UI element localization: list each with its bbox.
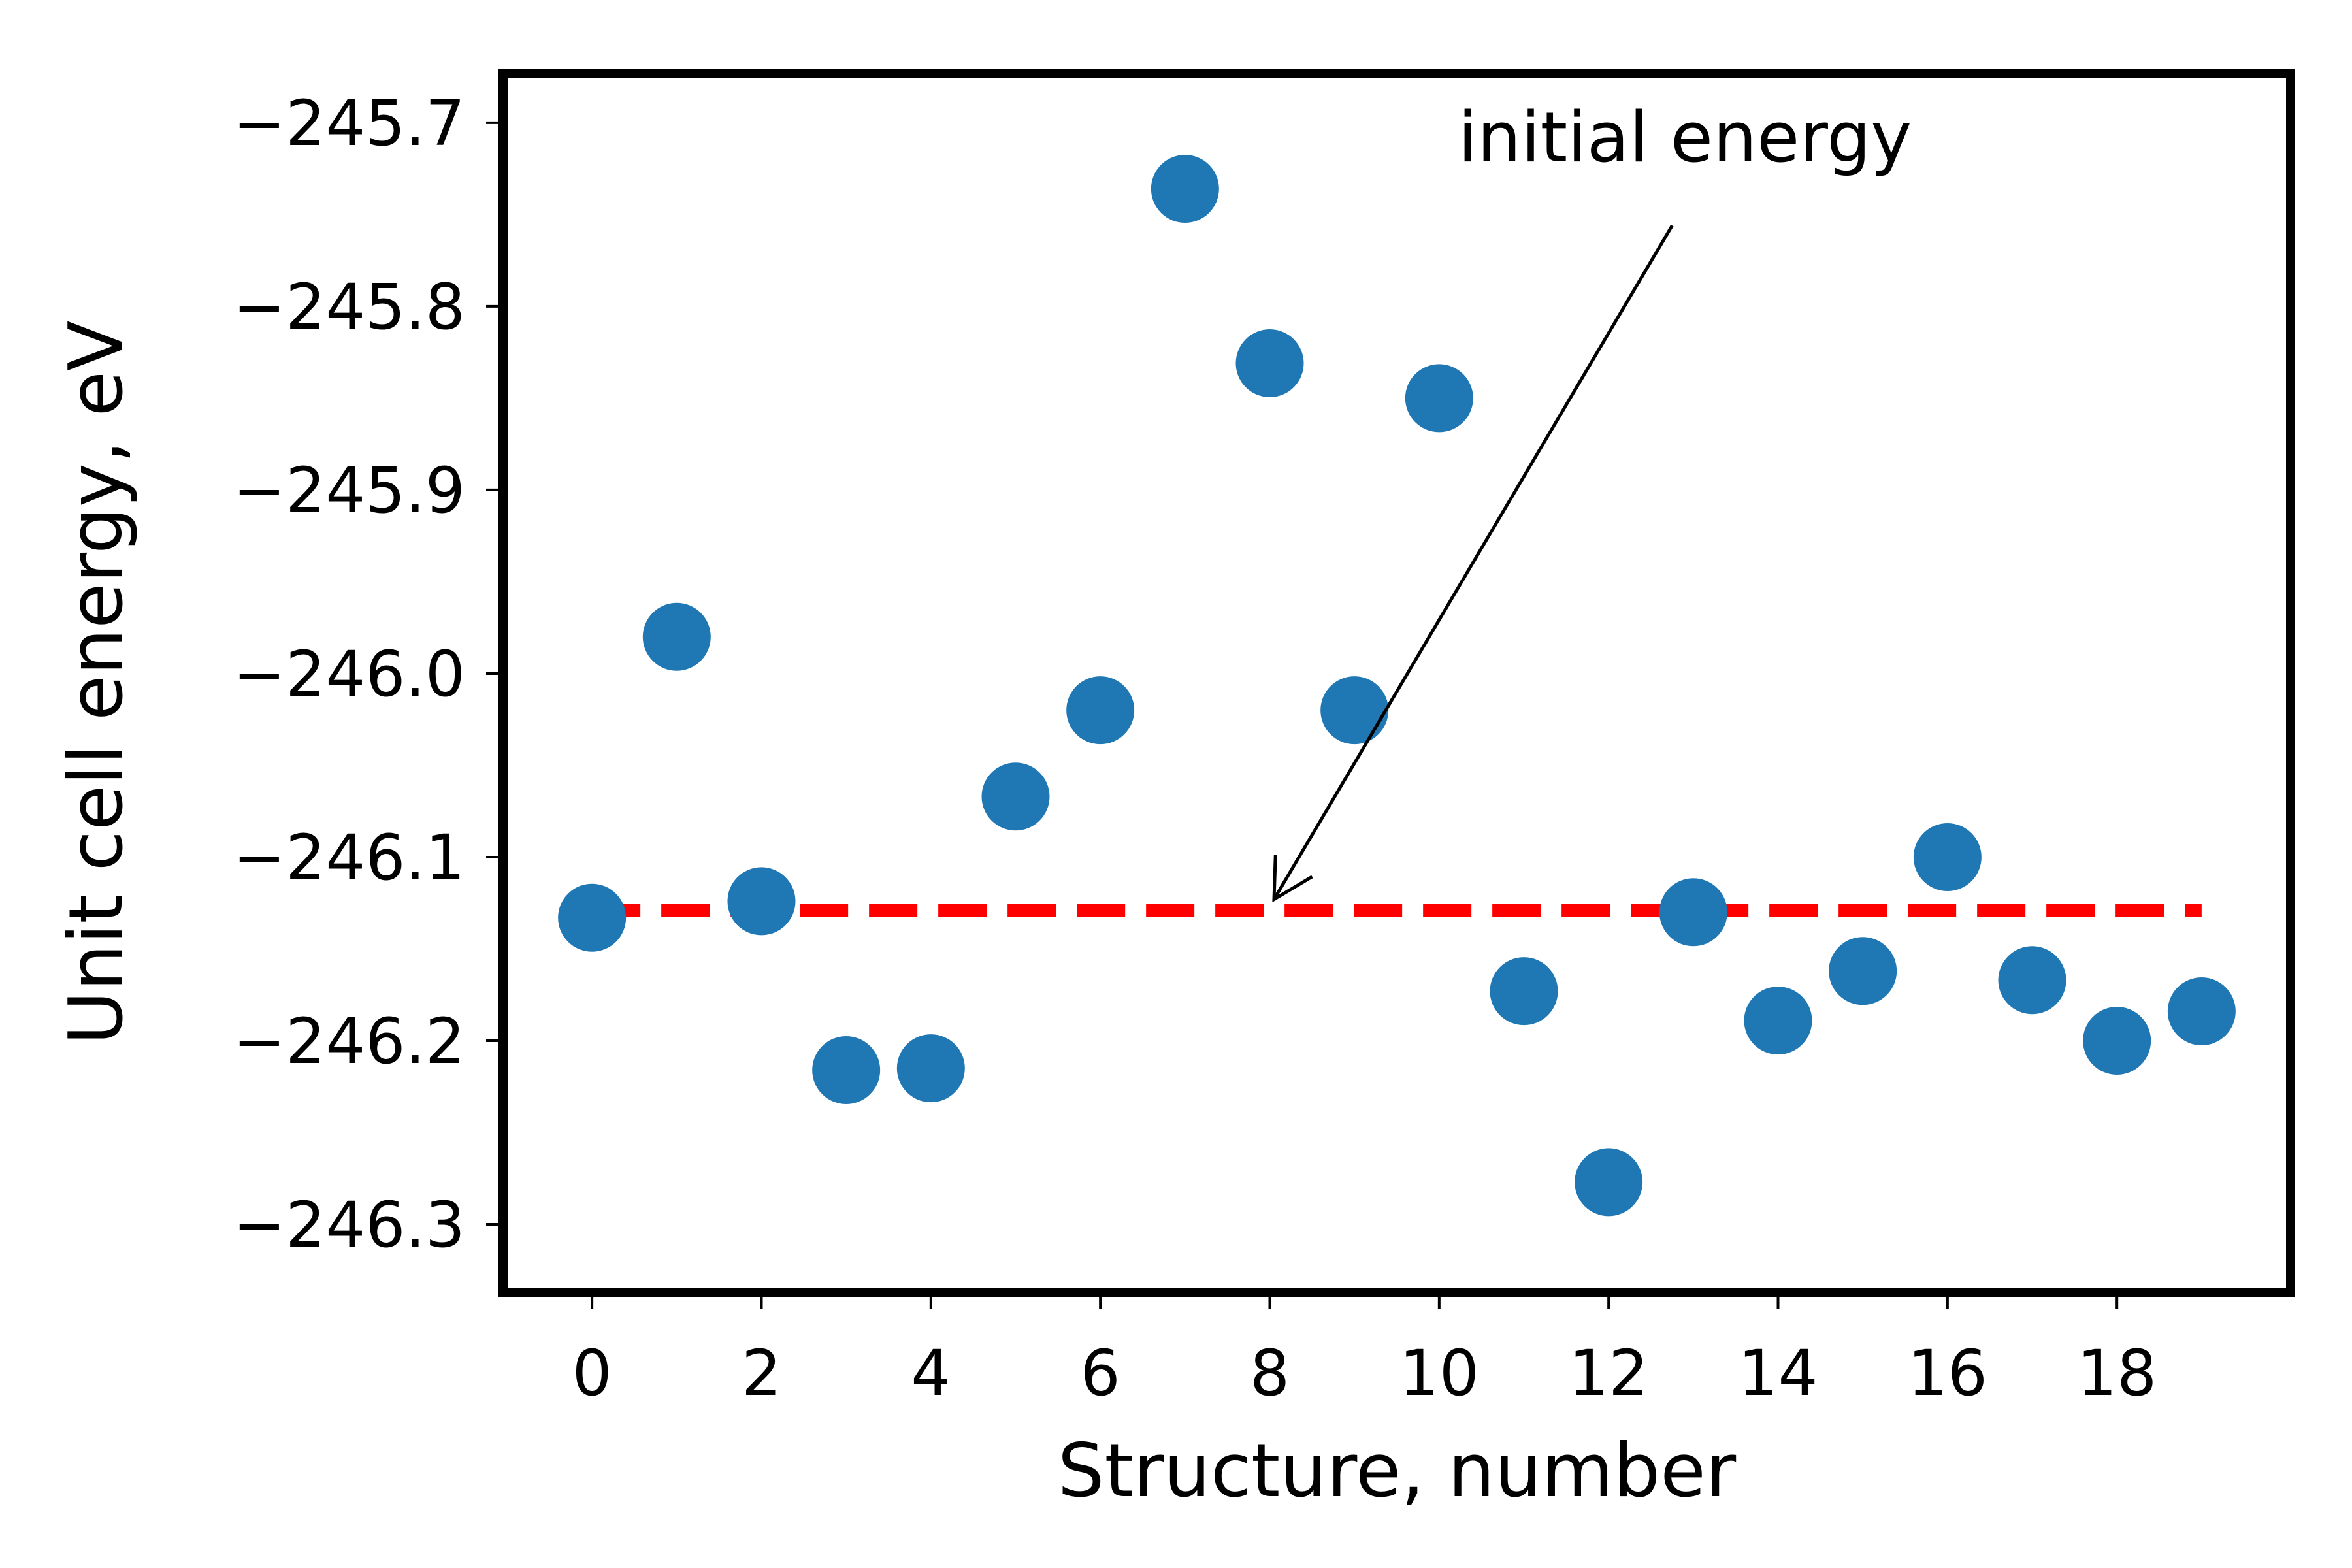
data-point [1998,946,2066,1015]
data-point [642,602,711,671]
data-point [1575,1148,1643,1217]
y-tick-label: −246.0 [233,638,465,711]
y-tick-label: −246.1 [233,821,465,894]
data-point [1913,823,1982,891]
y-tick-label: −245.9 [233,454,465,527]
x-axis-label: Structure, number [1058,1428,1737,1514]
data-point [812,1036,881,1104]
annotation-arrow-head [1272,855,1313,903]
data-point [2083,1006,2151,1075]
data-point [558,883,627,952]
data-point [1066,676,1135,745]
y-axis-ticks: −245.7 −245.8 −245.9 −246.0 −246.1 −246.2 −246… [233,87,498,1262]
data-point [2167,977,2236,1046]
x-tick-label: 6 [1081,1337,1120,1410]
x-tick-label: 0 [572,1337,612,1410]
x-tick-label: 4 [911,1337,951,1410]
x-tick-label: 16 [1908,1337,1987,1410]
data-point [1320,676,1389,745]
data-point [1659,878,1727,947]
data-point [1490,957,1558,1026]
data-points-layer [558,155,2236,1217]
data-point [1235,329,1304,398]
x-tick-label: 2 [742,1337,781,1410]
y-tick-label: −246.2 [233,1005,465,1078]
x-tick-label: 18 [2077,1337,2157,1410]
data-point [1405,364,1473,433]
y-axis-label: Unit cell energy, eV [53,321,139,1045]
data-point [896,1034,965,1103]
data-point [981,762,1050,831]
y-tick-label: −245.7 [233,87,465,160]
data-point [1744,987,1812,1055]
plot-frame [498,69,2295,1297]
data-point [1151,155,1219,223]
x-tick-label: 12 [1569,1337,1648,1410]
y-tick-label: −245.8 [233,270,465,344]
annotation-layer: initial energy [1272,97,1912,903]
annotation-label: initial energy [1458,97,1912,178]
annotation-arrow-shaft [1272,224,1674,900]
data-point [1829,937,1897,1005]
x-tick-label: 14 [1738,1337,1818,1410]
x-tick-label: 8 [1250,1337,1290,1410]
y-tick-label: −246.3 [233,1188,465,1262]
x-axis-ticks: 0 2 4 6 8 10 12 14 16 18 [572,1297,2157,1410]
x-tick-label: 10 [1399,1337,1479,1410]
data-point [727,867,796,936]
